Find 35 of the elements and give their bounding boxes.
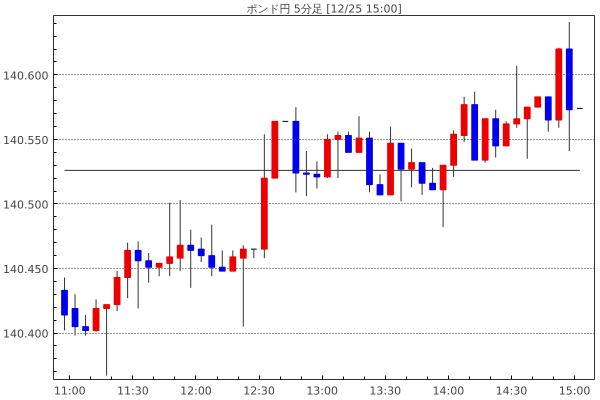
candlestick <box>240 244 247 328</box>
x-tick-label: 11:00 <box>54 384 86 398</box>
candlestick <box>534 96 542 108</box>
candlestick <box>376 174 384 196</box>
x-tick-label: 11:30 <box>117 384 149 398</box>
candlestick <box>176 200 184 272</box>
candlestick <box>187 229 194 288</box>
x-tick-label: 12:00 <box>180 384 212 398</box>
candlestick <box>198 237 205 263</box>
candlestick <box>345 131 352 153</box>
candlestick <box>524 106 531 160</box>
candlestick <box>229 250 236 272</box>
candlestick <box>208 224 216 277</box>
x-tick-label: 15:00 <box>558 384 590 398</box>
candlestick <box>502 120 510 146</box>
candlestick <box>356 116 362 153</box>
y-tick-label: 140.500 <box>3 198 49 212</box>
y-tick-label: 140.400 <box>3 328 49 341</box>
candlestick <box>166 202 174 277</box>
candlestick <box>218 250 226 272</box>
y-tick-label: 140.600 <box>3 69 49 82</box>
x-tick-label: 14:00 <box>432 384 464 398</box>
candlestick <box>145 252 152 284</box>
x-tick-label: 14:30 <box>496 384 528 398</box>
x-tick-label: 12:30 <box>243 384 275 398</box>
candlestick <box>156 262 163 277</box>
y-tick-label: 140.450 <box>3 262 49 276</box>
x-tick-label: 13:00 <box>306 384 338 398</box>
candlestick <box>72 294 78 336</box>
x-tick-label: 13:30 <box>369 384 402 398</box>
chart-title: ポンド円 5分足 [12/25 15:00] <box>246 2 402 16</box>
candlestick <box>250 248 258 259</box>
candlestick <box>544 96 552 132</box>
y-tick-label: 140.550 <box>3 134 49 147</box>
candlestick <box>134 240 142 310</box>
